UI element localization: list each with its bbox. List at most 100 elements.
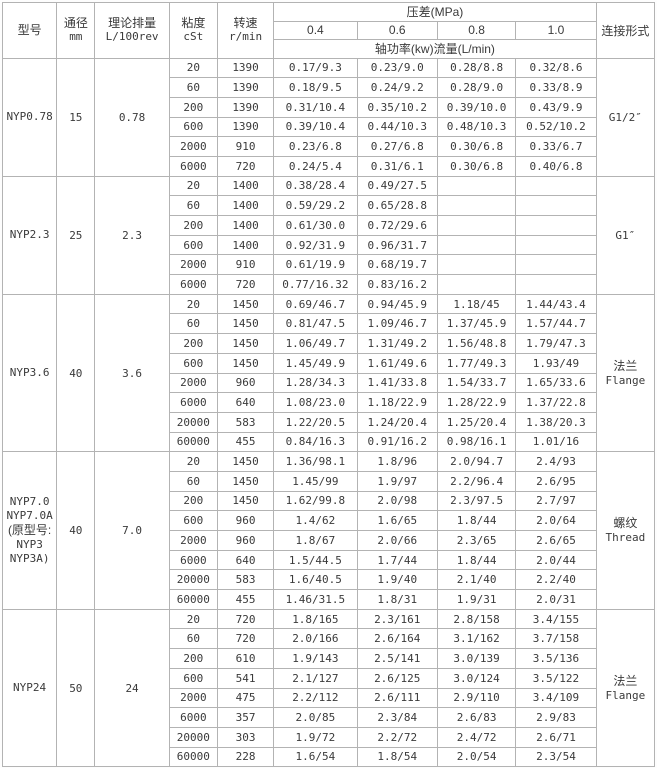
power-flow-cell: 0.98/16.1 [436,431,517,453]
power-flow-cell: 2.6/125 [356,667,438,689]
power-flow-cell: 1.37/45.9 [436,313,517,335]
power-flow-cell [436,234,517,256]
speed-cell: 1390 [216,116,275,138]
power-flow-cell: 2.0/31 [515,589,597,610]
power-flow-cell: 0.92/31.9 [273,234,358,256]
power-flow-cell: 1.01/16 [515,431,597,453]
header-pressure-1.0: 1.0 [515,20,597,40]
power-flow-cell: 0.24/5.4 [273,155,358,177]
power-flow-cell: 0.52/10.2 [515,116,597,138]
viscosity-cell: 2000 [168,254,218,276]
speed-cell: 1400 [216,195,275,216]
power-flow-cell [515,175,597,197]
displacement-cell: 24 [94,608,170,768]
viscosity-cell: 200 [168,333,218,354]
header-pressure-0.6: 0.6 [356,20,438,40]
power-flow-cell [515,215,597,236]
power-flow-cell: 1.45/49.9 [273,352,358,374]
viscosity-cell: 20000 [168,726,218,748]
viscosity-cell: 600 [168,667,218,689]
power-flow-cell [515,234,597,256]
header-speed: 转速 r/min [216,2,275,59]
displacement-cell: 7.0 [94,451,170,610]
table-row: 200 1450 1.06/49.7 1.31/49.2 1.56/48.8 1.79/4… [3,333,655,354]
header-speed-cjk: 转速 [233,16,258,31]
power-flow-cell: 2.4/93 [515,451,597,472]
connection-cell: G1/2″ [595,57,656,177]
power-flow-cell: 1.8/44 [436,510,517,531]
viscosity-cell: 20000 [168,569,218,591]
viscosity-cell: 600 [168,234,218,256]
table-row: 2000 960 1.28/34.3 1.41/33.8 1.54/33.7 1.65/3… [3,372,655,394]
power-flow-cell: 0.94/45.9 [356,293,438,315]
viscosity-cell: 60 [168,470,218,492]
power-flow-cell: 0.49/27.5 [356,175,438,197]
power-flow-cell: 1.45/99 [273,470,358,492]
header-pressure-0.8: 0.8 [436,20,517,40]
header-diameter-cjk: 通径 [63,16,88,31]
table-row: NYP7.0 NYP7.0A (原型号: NYP3 NYP3A) 40 7.0 20 1450 1… [1,451,656,610]
power-flow-cell [436,254,517,276]
power-flow-cell [436,215,517,236]
power-flow-cell [436,274,517,295]
speed-cell: 475 [216,687,275,709]
table-row: NYP0.78 15 0.78 20 1390 0.17/9.3 0.23/9.0 0.28/… [1,57,656,177]
header-displacement-unit: L/100rev [105,30,159,44]
power-flow-cell: 2.3/97.5 [436,490,517,512]
speed-cell: 610 [216,648,275,669]
table-row: 2000 475 2.2/112 2.6/111 2.9/110 3.4/109 [3,687,655,709]
power-flow-cell: 1.6/54 [273,746,358,768]
power-flow-cell: 0.43/9.9 [515,96,597,118]
speed-cell: 1450 [216,352,275,374]
power-flow-cell [436,195,517,216]
power-flow-cell: 3.7/158 [515,628,597,650]
power-flow-cell: 1.54/33.7 [436,372,517,394]
connection-cell: 螺纹 Thread [595,451,656,610]
power-flow-cell: 1.79/47.3 [515,333,597,354]
power-flow-cell: 1.77/49.3 [436,352,517,374]
power-flow-cell: 0.30/6.8 [436,155,517,177]
speed-cell: 720 [216,628,275,650]
table-row: 6000 720 0.77/16.32 0.83/16.2 [3,274,655,295]
speed-cell: 583 [216,569,275,591]
table-row: 60 1400 0.59/29.2 0.65/28.8 [3,195,655,216]
connection-cell: 法兰 Flange [595,293,656,453]
power-flow-cell: 1.37/22.8 [515,392,597,413]
table-row: 20000 303 1.9/72 2.2/72 2.4/72 2.6/71 [3,726,655,748]
table-row: 60 1390 0.18/9.5 0.24/9.2 0.28/9.0 0.33/8.9 [3,77,655,98]
power-flow-cell: 0.31/6.1 [356,155,438,177]
power-flow-cell: 1.8/96 [356,451,438,472]
power-flow-cell: 0.72/29.6 [356,215,438,236]
power-flow-cell: 0.83/16.2 [356,274,438,295]
power-flow-cell: 0.32/8.6 [515,57,597,79]
power-flow-cell: 1.9/72 [273,726,358,748]
header-displacement-cjk: 理论排量 [108,16,157,31]
power-flow-cell: 0.33/8.9 [515,77,597,98]
table-row: 200 1390 0.31/10.4 0.35/10.2 0.39/10.0 0.43/9… [3,96,655,118]
power-flow-cell: 1.18/22.9 [356,392,438,413]
power-flow-cell: 2.6/71 [515,726,597,748]
speed-cell: 720 [216,608,275,630]
viscosity-cell: 60 [168,313,218,335]
speed-cell: 1450 [216,470,275,492]
viscosity-cell: 6000 [168,707,218,728]
power-flow-cell: 1.38/20.3 [515,411,597,433]
speed-cell: 640 [216,392,275,413]
power-flow-cell: 1.25/20.4 [436,411,517,433]
header-connection: 连接形式 [595,2,656,59]
power-flow-cell: 2.0/94.7 [436,451,517,472]
speed-cell: 1400 [216,215,275,236]
speed-cell: 1390 [216,96,275,118]
power-flow-cell: 3.0/124 [436,667,517,689]
viscosity-cell: 200 [168,490,218,512]
model-cell: NYP24 [1,608,58,768]
power-flow-cell: 0.38/28.4 [273,175,358,197]
power-flow-cell: 1.36/98.1 [273,451,358,472]
power-flow-cell: 2.6/111 [356,687,438,709]
diameter-cell: 40 [56,451,96,610]
table-row: 60 720 2.0/166 2.6/164 3.1/162 3.7/158 [3,628,655,650]
model-cell: NYP2.3 [1,175,58,295]
power-flow-cell [436,175,517,197]
viscosity-cell: 2000 [168,687,218,709]
table-row: 2000 960 1.8/67 2.0/66 2.3/65 2.6/65 [3,530,655,551]
